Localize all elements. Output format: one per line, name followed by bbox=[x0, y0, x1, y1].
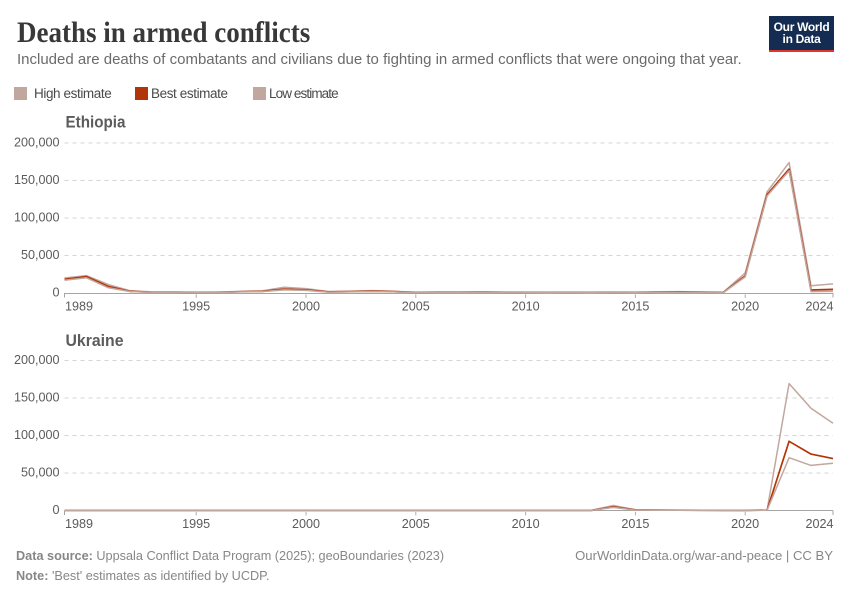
svg-text:0: 0 bbox=[52, 503, 59, 517]
svg-text:2024: 2024 bbox=[805, 300, 833, 314]
svg-text:2010: 2010 bbox=[512, 300, 540, 314]
svg-text:2010: 2010 bbox=[512, 517, 540, 531]
svg-text:2000: 2000 bbox=[292, 300, 320, 314]
svg-text:1995: 1995 bbox=[182, 300, 210, 314]
svg-text:200,000: 200,000 bbox=[14, 136, 60, 150]
svg-text:50,000: 50,000 bbox=[21, 466, 60, 480]
svg-text:1989: 1989 bbox=[65, 517, 93, 531]
svg-text:1995: 1995 bbox=[182, 517, 210, 531]
svg-text:2020: 2020 bbox=[731, 517, 759, 531]
svg-text:2020: 2020 bbox=[731, 300, 759, 314]
svg-text:2005: 2005 bbox=[402, 517, 430, 531]
svg-text:2015: 2015 bbox=[621, 517, 649, 531]
svg-text:2000: 2000 bbox=[292, 517, 320, 531]
svg-text:150,000: 150,000 bbox=[14, 173, 60, 187]
svg-text:200,000: 200,000 bbox=[14, 353, 60, 367]
svg-text:1989: 1989 bbox=[65, 300, 93, 314]
svg-text:100,000: 100,000 bbox=[14, 428, 60, 442]
svg-text:Ukraine: Ukraine bbox=[66, 331, 124, 350]
svg-text:Ethiopia: Ethiopia bbox=[66, 112, 126, 131]
svg-text:100,000: 100,000 bbox=[14, 211, 60, 225]
svg-text:150,000: 150,000 bbox=[14, 391, 60, 405]
svg-text:50,000: 50,000 bbox=[21, 248, 60, 262]
svg-text:2015: 2015 bbox=[621, 300, 649, 314]
svg-text:2024: 2024 bbox=[805, 517, 833, 531]
svg-text:2005: 2005 bbox=[402, 300, 430, 314]
svg-text:0: 0 bbox=[52, 286, 59, 300]
